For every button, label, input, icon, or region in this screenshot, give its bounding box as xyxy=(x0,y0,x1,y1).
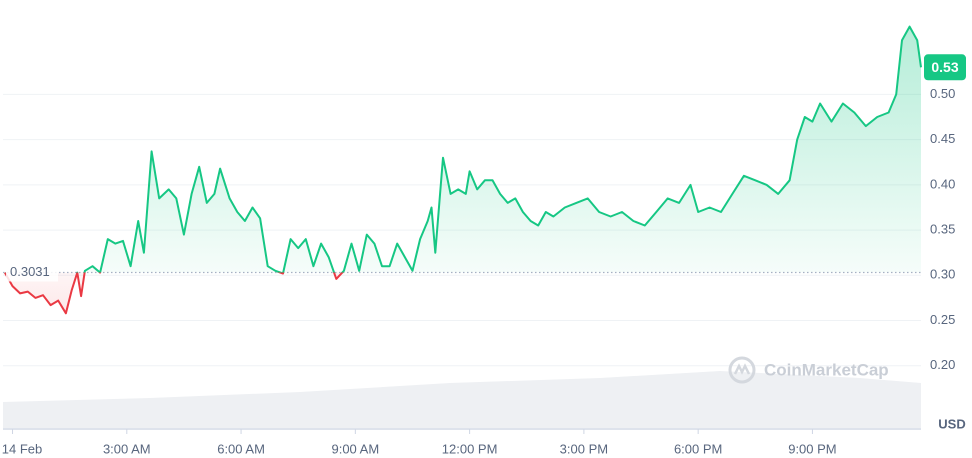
baseline-label-bg xyxy=(6,263,58,282)
y-tick-label: 0.35 xyxy=(930,222,955,237)
y-tick-label: 0.25 xyxy=(930,312,955,327)
x-tick-label: 3:00 AM xyxy=(103,441,151,456)
price-area xyxy=(4,26,921,314)
x-tick-label: 14 Feb xyxy=(2,441,42,456)
volume-band xyxy=(3,371,921,430)
x-tick-label: 6:00 AM xyxy=(217,441,265,456)
y-tick-label: 0.50 xyxy=(930,86,955,101)
last-price-label: 0.53 xyxy=(931,59,958,75)
y-tick-label: 0.40 xyxy=(930,176,955,191)
watermark: CoinMarketCap xyxy=(764,360,889,379)
y-tick-label: 0.20 xyxy=(930,357,955,372)
y-unit: USD xyxy=(938,416,965,431)
x-tick-label: 3:00 PM xyxy=(560,441,608,456)
x-tick-label: 6:00 PM xyxy=(674,441,722,456)
x-tick-label: 9:00 PM xyxy=(788,441,836,456)
y-tick-label: 0.30 xyxy=(930,267,955,282)
x-tick-label: 9:00 AM xyxy=(331,441,379,456)
price-line xyxy=(4,25,922,315)
baseline-label: 0.3031 xyxy=(10,264,50,279)
last-price-tag xyxy=(924,54,966,81)
y-tick-label: 0.45 xyxy=(930,131,955,146)
watermark-logo xyxy=(728,356,756,384)
x-tick-label: 12:00 PM xyxy=(442,441,498,456)
